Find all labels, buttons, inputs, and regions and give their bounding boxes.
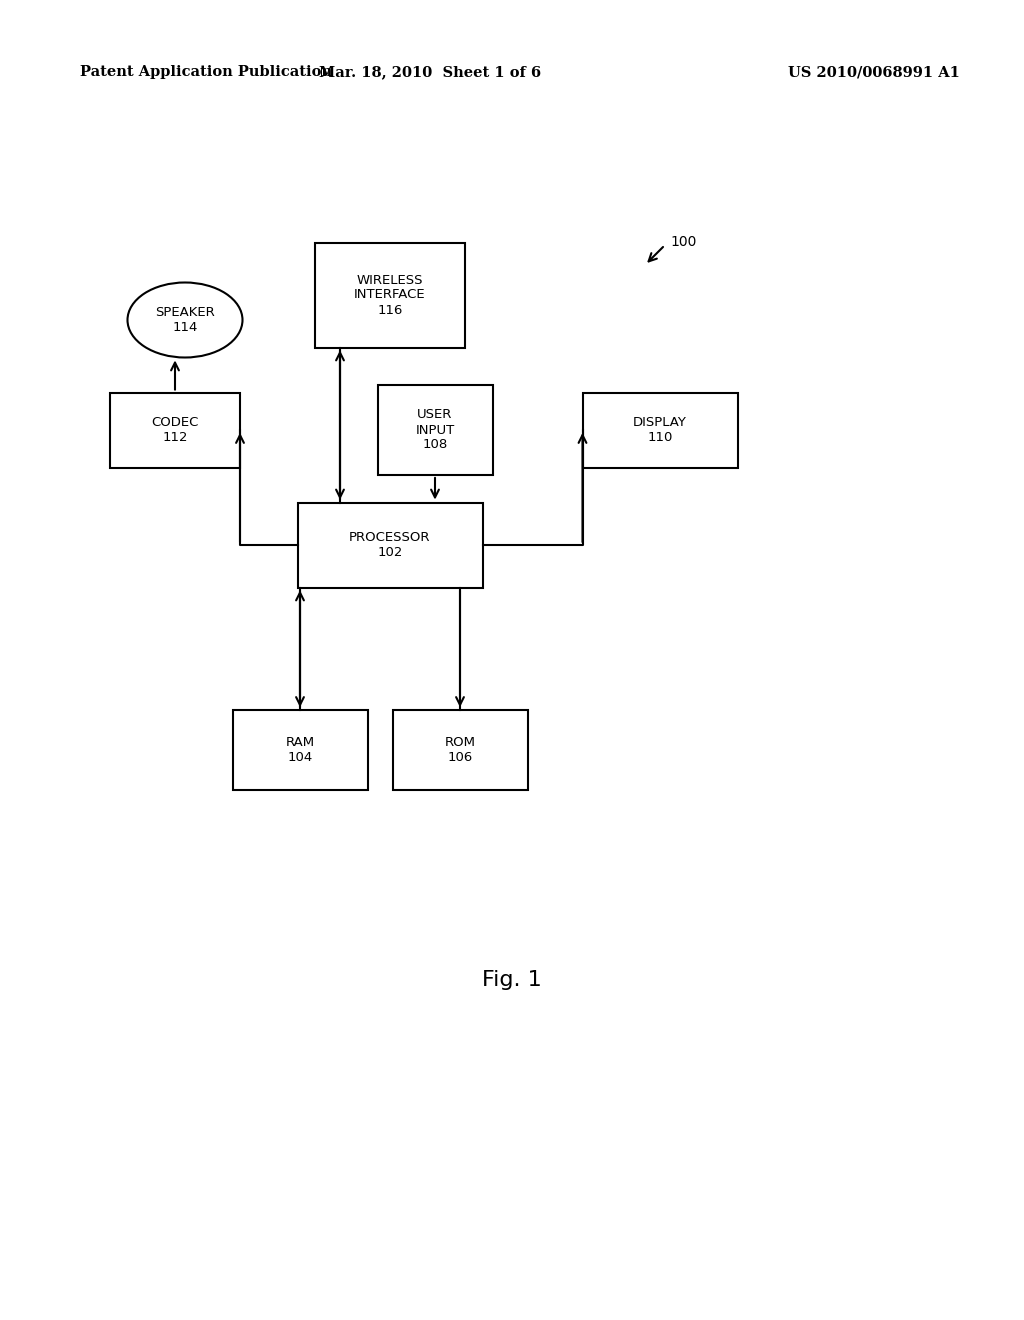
Text: DISPLAY
110: DISPLAY 110 (633, 416, 687, 444)
Text: Mar. 18, 2010  Sheet 1 of 6: Mar. 18, 2010 Sheet 1 of 6 (318, 65, 541, 79)
Text: PROCESSOR
102: PROCESSOR 102 (349, 531, 431, 558)
Text: Fig. 1: Fig. 1 (482, 970, 542, 990)
Bar (298, 503, 482, 587)
Text: SPEAKER
114: SPEAKER 114 (155, 306, 215, 334)
Text: USER
INPUT
108: USER INPUT 108 (416, 408, 455, 451)
Text: 100: 100 (670, 235, 696, 249)
Text: ROM
106: ROM 106 (444, 737, 475, 764)
Text: WIRELESS
INTERFACE
116: WIRELESS INTERFACE 116 (354, 273, 426, 317)
Text: CODEC
112: CODEC 112 (152, 416, 199, 444)
Bar (583, 392, 737, 467)
Bar (392, 710, 527, 789)
Text: RAM
104: RAM 104 (286, 737, 314, 764)
Text: US 2010/0068991 A1: US 2010/0068991 A1 (788, 65, 961, 79)
Bar (232, 710, 368, 789)
Text: Patent Application Publication: Patent Application Publication (80, 65, 332, 79)
Bar (378, 385, 493, 475)
Bar (315, 243, 465, 347)
Bar (110, 392, 240, 467)
